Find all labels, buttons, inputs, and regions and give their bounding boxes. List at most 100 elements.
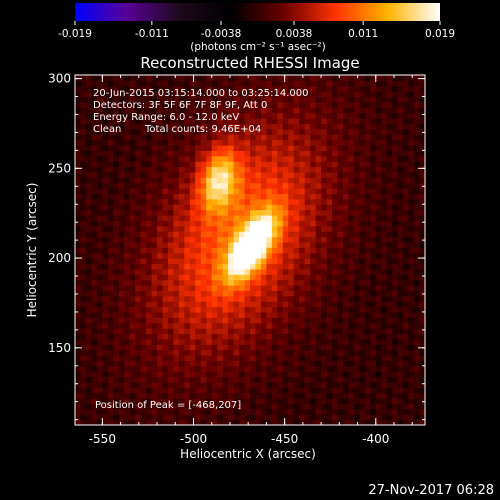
heatmap-cell bbox=[167, 220, 175, 227]
heatmap-cell bbox=[419, 328, 425, 335]
heatmap-cell bbox=[397, 311, 404, 318]
heatmap-cell bbox=[348, 215, 355, 221]
heatmap-cell bbox=[107, 145, 114, 151]
heatmap-cell bbox=[271, 85, 278, 92]
heatmap-cell bbox=[85, 371, 93, 378]
heatmap-cell bbox=[250, 274, 257, 281]
heatmap-cell bbox=[293, 258, 300, 265]
heatmap-cell bbox=[321, 419, 328, 425]
heatmap-cell bbox=[386, 263, 393, 270]
heatmap-cell bbox=[370, 204, 377, 211]
heatmap-cell bbox=[293, 344, 300, 351]
heatmap-cell bbox=[157, 123, 164, 130]
heatmap-cell bbox=[359, 145, 366, 151]
heatmap-cell bbox=[392, 161, 399, 168]
heatmap-cell bbox=[277, 365, 284, 372]
heatmap-cell bbox=[364, 80, 371, 87]
heatmap-cell bbox=[310, 225, 317, 232]
heatmap-cell bbox=[321, 231, 328, 238]
heatmap-cell bbox=[342, 215, 350, 221]
heatmap-cell bbox=[353, 403, 360, 410]
heatmap-cell bbox=[157, 236, 164, 243]
heatmap-cell bbox=[403, 360, 410, 367]
heatmap-cell bbox=[217, 414, 224, 421]
heatmap-cell bbox=[288, 112, 295, 119]
heatmap-cell bbox=[151, 419, 158, 425]
heatmap-cell bbox=[107, 381, 114, 388]
heatmap-cell bbox=[315, 188, 322, 195]
heatmap-cell bbox=[178, 317, 185, 324]
heatmap-cell bbox=[359, 188, 366, 195]
heatmap-cell bbox=[386, 268, 393, 275]
heatmap-cell bbox=[129, 344, 136, 351]
heatmap-cell bbox=[228, 171, 235, 178]
heatmap-cell bbox=[189, 333, 196, 340]
heatmap-cell bbox=[255, 123, 262, 130]
heatmap-cell bbox=[277, 306, 284, 313]
heatmap-cell bbox=[419, 355, 425, 361]
heatmap-cell bbox=[233, 317, 240, 324]
heatmap-cell bbox=[321, 290, 328, 297]
heatmap-cell bbox=[386, 333, 393, 340]
heatmap-cell bbox=[239, 198, 246, 205]
heatmap-cell bbox=[414, 96, 421, 103]
heatmap-cell bbox=[266, 301, 273, 308]
heatmap-cell bbox=[146, 387, 153, 394]
heatmap-cell bbox=[381, 306, 388, 313]
heatmap-cell bbox=[310, 80, 317, 87]
heatmap-cell bbox=[178, 161, 185, 168]
heatmap-cell bbox=[157, 177, 164, 184]
heatmap-cell bbox=[189, 101, 196, 108]
heatmap-cell bbox=[113, 101, 120, 108]
heatmap-cell bbox=[118, 85, 125, 92]
heatmap-cell bbox=[332, 128, 339, 135]
heatmap-cell bbox=[200, 387, 207, 394]
heatmap-cell bbox=[233, 274, 240, 281]
heatmap-cell bbox=[124, 311, 131, 318]
heatmap-cell bbox=[271, 155, 278, 162]
heatmap-cell bbox=[255, 258, 262, 265]
heatmap-cell bbox=[75, 107, 82, 114]
heatmap-cell bbox=[85, 134, 93, 141]
heatmap-cell bbox=[124, 328, 131, 335]
heatmap-cell bbox=[195, 295, 202, 302]
heatmap-cell bbox=[118, 188, 125, 195]
heatmap-cell bbox=[386, 198, 393, 205]
heatmap-cell bbox=[200, 80, 207, 87]
heatmap-cell bbox=[228, 322, 235, 329]
heatmap-cell bbox=[102, 80, 109, 87]
heatmap-cell bbox=[233, 263, 240, 270]
heatmap-cell bbox=[277, 155, 284, 162]
heatmap-cell bbox=[118, 295, 125, 302]
heatmap-cell bbox=[397, 112, 404, 119]
heatmap-cell bbox=[392, 198, 399, 205]
heatmap-cell bbox=[419, 236, 425, 243]
heatmap-cell bbox=[370, 360, 377, 367]
heatmap-cell bbox=[271, 118, 278, 125]
heatmap-cell bbox=[239, 85, 246, 92]
heatmap-cell bbox=[151, 392, 158, 399]
heatmap-cell bbox=[129, 349, 136, 356]
heatmap-cell bbox=[392, 112, 399, 119]
heatmap-cell bbox=[80, 112, 87, 119]
heatmap-cell bbox=[397, 333, 404, 340]
heatmap-cell bbox=[260, 231, 268, 238]
heatmap-cell bbox=[178, 263, 185, 270]
heatmap-cell bbox=[129, 182, 136, 189]
heatmap-cell bbox=[222, 290, 229, 297]
heatmap-cell bbox=[91, 295, 98, 302]
heatmap-cell bbox=[288, 171, 295, 178]
heatmap-cell bbox=[403, 344, 410, 351]
heatmap-cell bbox=[135, 349, 142, 356]
heatmap-cell bbox=[113, 338, 120, 345]
heatmap-cell bbox=[211, 355, 218, 361]
heatmap-cell bbox=[85, 306, 93, 313]
heatmap-cell bbox=[408, 408, 415, 415]
heatmap-cell bbox=[124, 398, 131, 405]
heatmap-cell bbox=[304, 139, 311, 146]
heatmap-cell bbox=[85, 274, 93, 281]
heatmap-cell bbox=[414, 85, 421, 92]
heatmap-cell bbox=[408, 241, 415, 248]
heatmap-cell bbox=[255, 387, 262, 394]
heatmap-cell bbox=[419, 134, 425, 141]
